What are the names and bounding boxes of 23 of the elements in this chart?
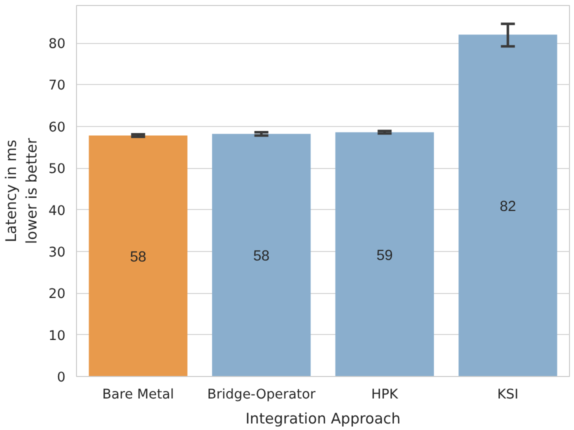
y-axis-title: Latency in ms lower is better: [3, 137, 41, 244]
x-tick-label: Bridge-Operator: [207, 388, 316, 402]
y-tick-label: 50: [48, 162, 66, 178]
bar: [335, 132, 434, 376]
y-tick-label: 20: [48, 287, 66, 302]
bar: [458, 34, 558, 376]
data-label: 58: [253, 248, 270, 265]
y-tick-label: 40: [48, 204, 66, 219]
data-label: 82: [500, 199, 516, 216]
bar: [212, 134, 311, 376]
y-tick-label: 10: [48, 328, 66, 344]
y-tick-label: 0: [57, 370, 66, 386]
x-tick-label: HPK: [371, 388, 400, 402]
data-label: 59: [376, 248, 393, 264]
y-tick-label: 30: [48, 245, 66, 260]
y-tick-label: 70: [48, 78, 66, 94]
y-tick-label: 80: [48, 37, 66, 52]
x-tick-label: Bare Metal: [102, 388, 174, 402]
x-axis-title: Integration Approach: [245, 410, 401, 428]
data-label: 58: [130, 250, 146, 266]
x-tick-label: KSI: [497, 388, 518, 402]
y-tick-label: 60: [48, 120, 66, 136]
bar: [88, 136, 188, 376]
